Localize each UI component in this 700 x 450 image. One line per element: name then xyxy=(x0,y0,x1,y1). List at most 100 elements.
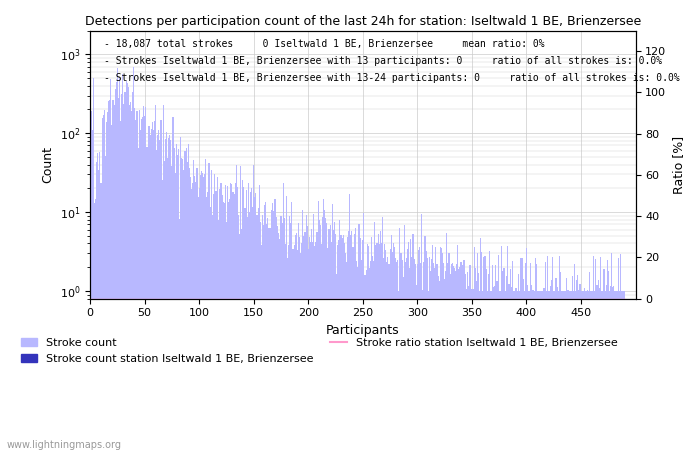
Bar xyxy=(478,273,479,450)
Bar xyxy=(560,272,561,450)
Bar xyxy=(230,183,232,450)
Bar xyxy=(121,94,122,450)
Bar xyxy=(351,230,353,450)
Bar xyxy=(353,247,354,450)
Bar xyxy=(355,228,356,450)
Bar xyxy=(118,98,119,450)
Bar xyxy=(237,187,238,450)
Bar xyxy=(611,253,612,450)
Bar xyxy=(496,281,498,450)
Bar xyxy=(111,125,113,450)
Bar xyxy=(258,208,259,450)
Bar xyxy=(535,258,536,450)
Bar xyxy=(559,256,560,450)
Bar xyxy=(391,235,392,450)
Bar xyxy=(392,252,393,450)
Bar xyxy=(96,162,97,450)
Bar xyxy=(383,258,384,450)
Bar xyxy=(599,288,600,450)
Bar xyxy=(275,199,276,450)
Bar xyxy=(254,198,256,450)
Bar xyxy=(442,252,443,450)
Bar xyxy=(605,291,606,450)
Bar xyxy=(234,183,236,450)
Bar xyxy=(97,153,98,450)
Bar xyxy=(178,149,179,450)
Bar xyxy=(523,279,524,450)
Bar xyxy=(271,210,272,450)
Bar xyxy=(166,132,167,450)
Bar xyxy=(322,217,323,450)
Bar xyxy=(480,238,481,450)
Bar xyxy=(293,245,295,450)
Bar xyxy=(592,256,594,450)
Bar xyxy=(154,121,155,450)
Bar xyxy=(217,177,218,450)
Bar xyxy=(211,171,212,450)
Bar xyxy=(516,288,517,450)
Bar xyxy=(330,242,332,450)
Bar xyxy=(377,234,379,450)
Bar xyxy=(324,210,326,450)
Bar xyxy=(542,291,543,450)
Bar xyxy=(603,269,605,450)
Bar xyxy=(312,242,313,450)
Bar xyxy=(613,286,615,450)
Bar xyxy=(572,276,573,450)
Bar xyxy=(437,265,438,450)
Bar xyxy=(213,194,214,450)
Bar xyxy=(148,126,150,450)
Bar xyxy=(428,291,429,450)
Bar xyxy=(374,221,375,450)
Bar xyxy=(203,177,204,450)
Bar xyxy=(239,234,240,450)
X-axis label: Participants: Participants xyxy=(326,324,400,337)
Bar xyxy=(302,210,303,450)
Bar xyxy=(215,191,216,450)
Bar xyxy=(537,291,538,450)
Bar xyxy=(141,118,142,450)
Bar xyxy=(492,265,493,450)
Bar xyxy=(193,160,195,450)
Bar xyxy=(518,274,519,450)
Bar xyxy=(347,237,348,450)
Bar xyxy=(256,215,258,450)
Bar xyxy=(125,81,127,450)
Bar xyxy=(508,284,510,450)
Bar xyxy=(420,263,421,450)
Bar xyxy=(143,106,144,450)
Text: - 18,087 total strokes     0 Iseltwald 1 BE, Brienzersee     mean ratio: 0%: - 18,087 total strokes 0 Iseltwald 1 BE,… xyxy=(104,39,545,49)
Bar xyxy=(300,253,301,450)
Bar xyxy=(273,212,274,450)
Bar xyxy=(589,272,590,450)
Bar xyxy=(297,250,298,450)
Bar xyxy=(164,139,166,450)
Bar xyxy=(332,204,333,450)
Bar xyxy=(267,217,269,450)
Bar xyxy=(498,291,500,450)
Bar xyxy=(380,231,381,450)
Bar xyxy=(431,259,432,450)
Bar xyxy=(108,101,109,450)
Bar xyxy=(565,291,566,450)
Bar xyxy=(145,107,146,450)
Bar xyxy=(410,239,412,450)
Bar xyxy=(220,183,222,450)
Bar xyxy=(340,235,342,450)
Bar xyxy=(389,264,390,450)
Bar xyxy=(511,287,512,450)
Bar xyxy=(597,285,598,450)
Bar xyxy=(600,256,601,450)
Text: - Strokes Iseltwald 1 BE, Brienzersee with 13-24 participants: 0     ratio of al: - Strokes Iseltwald 1 BE, Brienzersee wi… xyxy=(104,73,680,83)
Bar xyxy=(336,274,337,450)
Bar xyxy=(393,243,394,450)
Bar xyxy=(517,291,518,450)
Bar xyxy=(162,105,164,450)
Bar xyxy=(153,130,154,450)
Bar xyxy=(127,87,129,450)
Bar xyxy=(98,171,99,450)
Bar xyxy=(356,261,357,450)
Bar xyxy=(441,248,442,450)
Bar xyxy=(105,156,106,450)
Bar xyxy=(335,234,336,450)
